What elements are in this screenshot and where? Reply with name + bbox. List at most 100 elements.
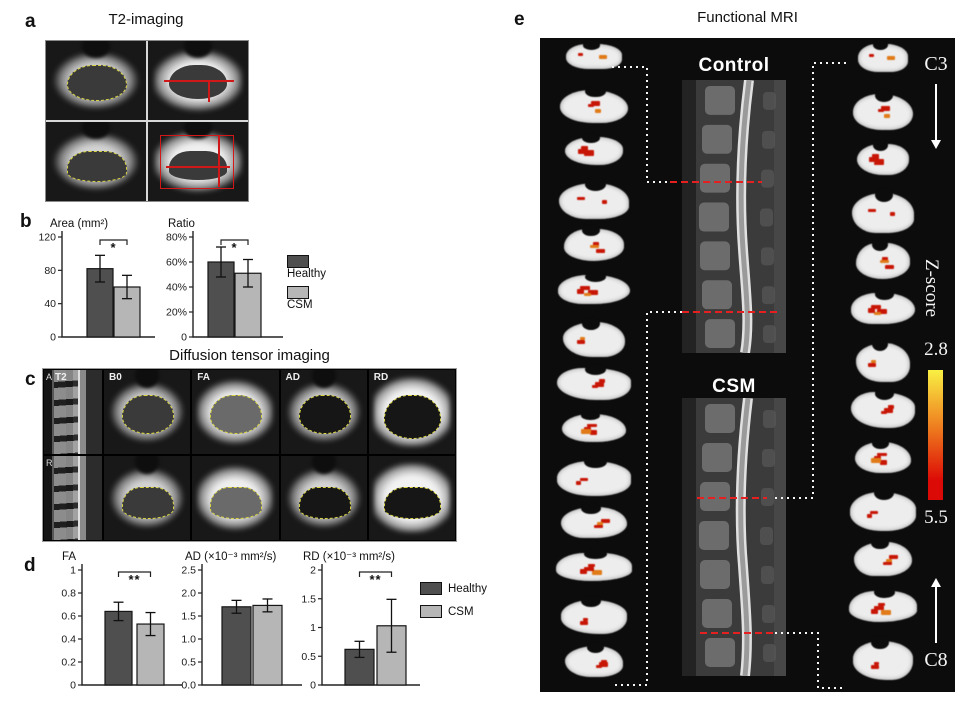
legend-label-csm: CSM — [287, 299, 313, 311]
y-tick-label: 0.5 — [301, 651, 316, 663]
dti-sagittal-csm: R — [44, 456, 102, 540]
fmri-axial-slice — [550, 502, 638, 548]
legend-swatch-csm — [420, 605, 442, 618]
dti-axial-ad: AD — [280, 370, 367, 454]
activation-spot — [590, 244, 600, 248]
cord-cross-section — [555, 549, 633, 581]
posterior-notch — [873, 40, 888, 51]
cord-cross-section — [563, 316, 625, 358]
fmri-axial-slice — [844, 486, 922, 538]
activation-spot — [594, 108, 601, 113]
y-tick-label: 80 — [44, 265, 56, 277]
posterior-notch — [872, 139, 889, 151]
fmri-axial-slice — [844, 336, 922, 389]
dti-axial-rd: RD — [368, 370, 455, 454]
legend-label-csm: CSM — [448, 605, 474, 618]
cord-outline-yellow — [210, 487, 263, 520]
activation-spot — [584, 152, 595, 156]
cord-cross-section — [857, 139, 909, 176]
posterior-notch — [581, 410, 601, 421]
posterior-notch — [580, 594, 601, 608]
activation-spot — [595, 381, 605, 387]
cord — [169, 64, 227, 100]
t2-axial-csm-measured — [148, 122, 248, 201]
y-tick-label: 0.2 — [61, 657, 76, 669]
bar-chart-ratio: 0 20% 40% 60% 80% * — [166, 231, 283, 344]
fmri-slice-column-right — [844, 40, 922, 687]
sagittal-control-image — [682, 80, 786, 353]
posterior-notch — [874, 187, 894, 203]
cord-cross-section — [565, 641, 623, 677]
activation-spot — [593, 241, 600, 247]
fmri-axial-slice — [550, 363, 638, 409]
activation-spot — [870, 510, 879, 514]
activation-spot — [599, 379, 606, 384]
panel-label-d: d — [24, 555, 36, 576]
dti-axial-b0: B0 — [104, 370, 191, 454]
fmri-axial-slice — [844, 437, 922, 488]
posterior-notch — [580, 502, 601, 514]
fmri-axial-slice — [844, 238, 922, 289]
posterior-notch — [584, 455, 607, 469]
activation-spot — [869, 53, 875, 57]
significance-stars: ** — [128, 572, 140, 587]
dti-axial-rd-csm — [368, 456, 455, 540]
fmri-axial-slice — [844, 635, 922, 687]
sagittal-csm-image — [682, 398, 786, 676]
panel-label-c: c — [25, 369, 36, 390]
activation-spot — [879, 459, 887, 465]
level-label-c8: C8 — [924, 649, 948, 671]
measure-line-horizontal — [164, 79, 234, 82]
activation-spot — [576, 480, 582, 485]
activation-spot — [587, 564, 595, 568]
posterior-notch — [311, 370, 336, 389]
cord-cross-section — [560, 594, 628, 634]
cord-cross-section — [849, 586, 917, 622]
tile-label-rd: RD — [373, 372, 389, 383]
posterior-notch — [135, 370, 160, 389]
y-tick-label: 1.0 — [181, 634, 196, 646]
legend-item-csm: CSM — [287, 286, 326, 311]
activation-spot — [591, 101, 601, 107]
fmri-axial-slice — [550, 224, 638, 270]
posterior-notch — [82, 122, 110, 140]
posterior-notch — [82, 41, 110, 59]
zscore-axis-label: Z-score — [921, 258, 942, 318]
y-tick-label: 0 — [310, 680, 316, 692]
cord-outline-yellow — [67, 64, 127, 102]
activation-spot — [871, 154, 879, 159]
activation-spot — [870, 665, 879, 670]
activation-spot — [873, 661, 879, 665]
fmri-panel: Control CSM C3 Z-score 2 — [540, 38, 955, 692]
measure-line-horizontal — [166, 166, 230, 169]
sagittal-spine-svg — [682, 398, 786, 676]
y-tick-label: 2.0 — [181, 588, 196, 600]
posterior-notch — [584, 549, 607, 560]
posterior-notch — [871, 437, 889, 449]
posterior-notch — [871, 635, 889, 650]
activation-spot — [867, 307, 875, 313]
y-tick-label: 1 — [310, 622, 316, 634]
activation-spot — [887, 404, 894, 409]
legend-item-csm: CSM — [420, 605, 487, 618]
activation-spot — [877, 603, 885, 607]
posterior-notch — [875, 88, 894, 102]
y-tick-label: 1.5 — [181, 611, 196, 623]
panel-label-e: e — [514, 9, 525, 30]
activation-spot — [597, 522, 604, 528]
posterior-notch — [874, 486, 895, 501]
fmri-axial-slice — [550, 455, 638, 502]
chart-title-area: Area (mm²) — [50, 218, 109, 230]
dti-axial-ad-csm — [280, 456, 367, 540]
cord-cross-section — [561, 502, 627, 539]
cord-cross-section — [854, 437, 912, 474]
bar-chart-rd: 0 0.5 1 1.5 2 ** — [301, 564, 420, 692]
activation-spot — [587, 290, 598, 296]
activation-spot — [600, 519, 610, 524]
dti-row-csm: R — [44, 456, 455, 540]
legend-panel-b: Healthy CSM — [287, 255, 326, 317]
dti-image-strip: A T2 B0 FA AD RD — [42, 368, 457, 542]
y-tick-label: 0.6 — [61, 611, 76, 623]
activation-spot — [874, 312, 882, 316]
